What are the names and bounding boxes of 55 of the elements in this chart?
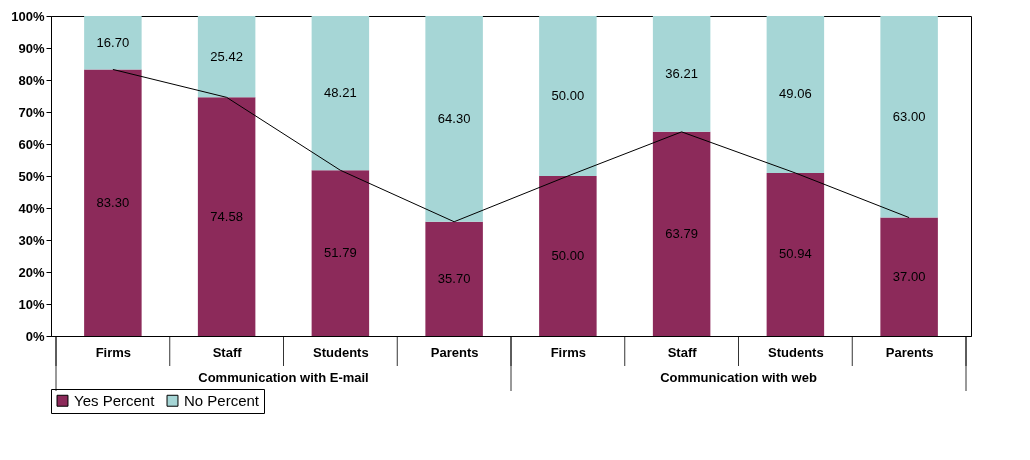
data-label: 35.70 — [437, 270, 471, 286]
y-tick-label: 50% — [18, 168, 45, 184]
data-label: 51.79 — [324, 245, 357, 261]
data-label: 25.42 — [210, 48, 243, 64]
bar — [311, 16, 370, 171]
y-tick-label: 20% — [18, 264, 45, 280]
bar — [539, 176, 597, 336]
data-label: 63.79 — [665, 225, 698, 241]
data-label: 50.00 — [551, 88, 585, 103]
legend-label: No Percent — [184, 391, 260, 409]
data-label: 83.30 — [96, 194, 130, 210]
legend-label: Yes Percent — [74, 391, 156, 409]
data-label: 48.21 — [324, 85, 357, 101]
y-tick-label: 100% — [11, 8, 45, 24]
bar — [425, 16, 483, 222]
bar — [880, 16, 938, 218]
data-label: 50.00 — [551, 248, 585, 263]
bar — [425, 221, 483, 336]
y-tick-label: 90% — [18, 40, 45, 56]
y-tick-label: 10% — [18, 296, 45, 312]
y-tick-label: 0% — [25, 328, 45, 344]
data-label: 64.30 — [437, 110, 471, 126]
y-tick-label: 30% — [18, 232, 45, 248]
data-label: 36.21 — [665, 65, 698, 81]
x-tick-label: Firms — [550, 344, 587, 360]
bar — [880, 217, 938, 336]
y-tick-label: 40% — [18, 200, 45, 216]
text: Communication with E-mail — [198, 370, 369, 385]
text: Communication with web — [660, 370, 817, 385]
bar — [539, 16, 597, 176]
x-tick-label: Firms — [95, 344, 132, 360]
bar — [766, 172, 825, 336]
bar — [197, 16, 256, 98]
x-tick-label: Students — [768, 344, 824, 360]
bar — [84, 16, 142, 70]
bar — [652, 131, 711, 336]
y-tick-label: 70% — [18, 104, 45, 120]
bar — [311, 170, 370, 336]
data-label: 16.70 — [96, 34, 130, 50]
data-label: 50.94 — [779, 246, 812, 262]
bar — [652, 16, 711, 132]
x-tick-label: Staff — [667, 344, 698, 360]
y-tick-label: 80% — [18, 72, 45, 88]
x-tick-label: Students — [313, 344, 369, 360]
bar — [766, 16, 825, 173]
bar — [84, 69, 142, 336]
data-label: 74.58 — [210, 208, 243, 224]
data-label: 37.00 — [892, 268, 926, 284]
x-tick-label: Parents — [885, 344, 934, 360]
bar — [197, 97, 256, 336]
x-tick-label: Parents — [430, 344, 479, 360]
data-label: 49.06 — [779, 86, 812, 102]
x-tick-label: Staff — [212, 344, 243, 360]
y-tick-label: 60% — [18, 136, 45, 152]
data-label: 63.00 — [892, 108, 926, 124]
